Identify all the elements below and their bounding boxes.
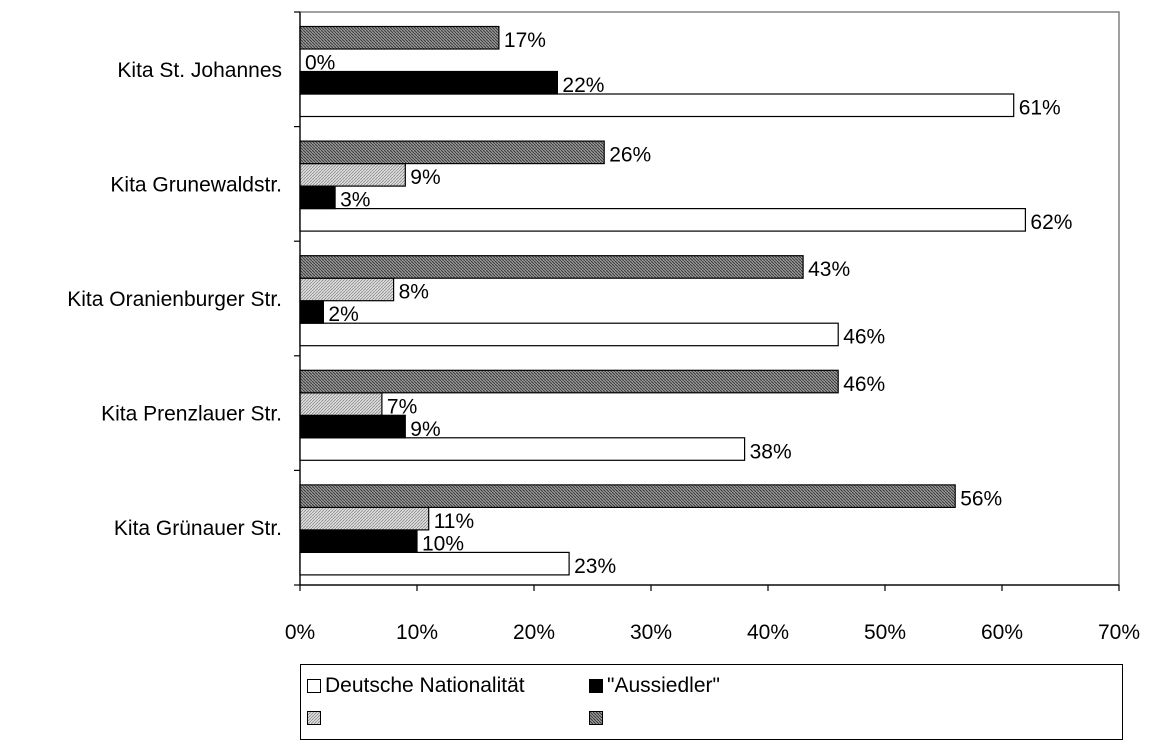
- data-label: 2%: [328, 303, 358, 326]
- bar-series-1-kita-oranienburger-str: [299, 322, 839, 347]
- legend-item-deutsche-nationalitaet: Deutsche Nationalität: [307, 671, 525, 701]
- legend-swatch-black: [589, 679, 603, 693]
- legend: Deutsche Nationalität "Aussiedler": [300, 664, 1123, 740]
- legend-label: "Aussiedler": [607, 674, 720, 697]
- bar-series-4-kita-oranienburger-str: [299, 255, 804, 279]
- x-tick-label: 10%: [396, 621, 438, 644]
- data-label: 9%: [410, 166, 440, 189]
- bar-series-2-kita-gr-nauer-str: [299, 529, 418, 554]
- legend-item-dark-gray: [589, 703, 607, 733]
- data-label: 17%: [504, 29, 546, 52]
- bar-series-3-kita-gr-nauer-str: [299, 506, 430, 531]
- legend-label: Deutsche Nationalität: [325, 674, 525, 697]
- data-label: 8%: [399, 281, 429, 304]
- bar-series-2-kita-oranienburger-str: [299, 300, 324, 324]
- data-label: 62%: [1030, 211, 1072, 234]
- bar-series-1-kita-prenzlauer-str: [299, 437, 746, 461]
- legend-swatch-white: [307, 679, 321, 693]
- legend-item-aussiedler: "Aussiedler": [589, 671, 720, 701]
- category-label-kita-grunewaldstr: Kita Grunewaldstr.: [110, 173, 282, 196]
- data-label: 9%: [410, 418, 440, 441]
- category-label-kita-gr-nauer-str: Kita Grünauer Str.: [114, 517, 282, 540]
- bar-series-4-kita-gr-nauer-str: [299, 484, 956, 508]
- data-label: 56%: [960, 487, 1002, 510]
- data-label: 22%: [562, 74, 604, 97]
- bar-series-4-kita-st-johannes: [299, 25, 500, 50]
- bar-series-3-kita-oranienburger-str: [299, 277, 395, 302]
- data-label: 23%: [574, 555, 616, 578]
- legend-item-light-gray: [307, 703, 325, 733]
- bar-series-4-kita-grunewaldstr: [299, 140, 605, 165]
- data-label: 43%: [808, 258, 850, 281]
- bar-series-2-kita-prenzlauer-str: [299, 414, 406, 439]
- x-tick-label: 40%: [747, 621, 789, 644]
- x-tick-label: 70%: [1098, 621, 1140, 644]
- data-label: 61%: [1019, 97, 1061, 120]
- data-label: 3%: [340, 189, 370, 212]
- category-label-kita-prenzlauer-str: Kita Prenzlauer Str.: [101, 403, 282, 426]
- category-label-kita-st-johannes: Kita St. Johannes: [117, 59, 282, 82]
- bar-series-2-kita-grunewaldstr: [299, 185, 336, 210]
- bar-series-2-kita-st-johannes: [299, 70, 558, 95]
- legend-swatch-dark-gray: [589, 711, 603, 725]
- bar-series-1-kita-grunewaldstr: [299, 208, 1027, 232]
- x-tick-label: 50%: [864, 621, 906, 644]
- x-tick-label: 30%: [630, 621, 672, 644]
- x-tick-label: 0%: [285, 621, 315, 644]
- bar-series-1-kita-gr-nauer-str: [299, 551, 570, 576]
- data-label: 26%: [609, 144, 651, 167]
- x-tick-label: 20%: [513, 621, 555, 644]
- data-label: 7%: [387, 395, 417, 418]
- legend-swatch-light-gray: [307, 711, 321, 725]
- data-label: 46%: [843, 326, 885, 349]
- data-label: 11%: [434, 510, 474, 533]
- data-label: 0%: [305, 52, 335, 75]
- bar-series-3-kita-prenzlauer-str: [299, 392, 383, 416]
- data-label: 46%: [843, 373, 885, 396]
- data-label: 10%: [422, 532, 464, 555]
- x-tick-label: 60%: [981, 621, 1023, 644]
- bar-series-1-kita-st-johannes: [299, 93, 1015, 118]
- bar-series-3-kita-grunewaldstr: [299, 163, 406, 187]
- category-label-kita-oranienburger-str: Kita Oranienburger Str.: [67, 288, 282, 311]
- bar-series-4-kita-prenzlauer-str: [299, 369, 839, 394]
- data-label: 38%: [750, 440, 792, 463]
